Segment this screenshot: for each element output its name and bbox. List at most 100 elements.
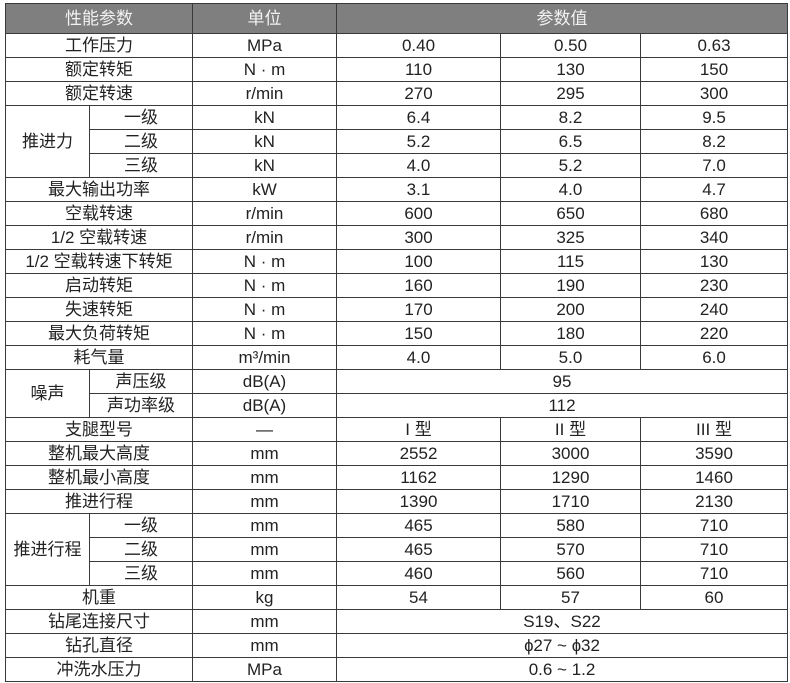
sub-param-label: 三级 — [89, 561, 193, 586]
value-cell: 3590 — [639, 441, 789, 466]
unit-cell: mm — [192, 441, 337, 466]
group-label: 噪声 — [5, 369, 90, 418]
unit-cell: N · m — [192, 57, 337, 82]
param-label: 启动转矩 — [5, 273, 193, 298]
value-cell: 710 — [639, 537, 789, 562]
value-cell: 60 — [639, 585, 789, 610]
value-cell: 6.5 — [500, 129, 641, 154]
table-row: 二级 mm 465 570 710 — [6, 537, 789, 562]
param-label: 空载转速 — [5, 201, 193, 226]
unit-cell: N · m — [192, 273, 337, 298]
table-row: 1/2 空载转速下转矩 N · m 100 115 130 — [5, 249, 789, 274]
value-cell: 600 — [336, 201, 501, 226]
value-cell: 110 — [336, 57, 501, 82]
table-row: 最大输出功率 kW 3.1 4.0 4.7 — [5, 177, 789, 202]
table-row: 支腿型号 — I 型 II 型 III 型 — [5, 417, 789, 442]
value-cell: 5.2 — [500, 153, 641, 178]
value-cell: 4.0 — [336, 153, 501, 178]
unit-cell: mm — [192, 633, 337, 658]
table-row: 耗气量 m³/min 4.0 5.0 6.0 — [5, 345, 789, 370]
value-cell: 710 — [639, 513, 789, 538]
param-label: 最大负荷转矩 — [5, 321, 193, 346]
header-param: 性能参数 — [5, 3, 193, 34]
value-cell: 295 — [500, 81, 641, 106]
value-cell: 100 — [336, 249, 501, 274]
value-cell: 6.4 — [336, 105, 501, 130]
value-cell: 340 — [639, 225, 789, 250]
value-cell: 170 — [336, 297, 501, 322]
param-label: 推进行程 — [5, 489, 193, 514]
value-cell: 180 — [500, 321, 641, 346]
value-cell: 1460 — [639, 465, 789, 490]
value-cell: 0.40 — [336, 33, 501, 58]
table-row: 推进行程 一级 mm 465 580 710 — [5, 513, 789, 586]
sub-param-label: 二级 — [89, 129, 193, 154]
group-label: 推进行程 — [5, 513, 90, 586]
value-cell: 150 — [336, 321, 501, 346]
value-cell: 7.0 — [639, 153, 789, 178]
value-cell: 300 — [336, 225, 501, 250]
param-label: 钻尾连接尺寸 — [5, 609, 193, 634]
value-cell: 560 — [500, 561, 641, 586]
value-cell: 1390 — [336, 489, 501, 514]
table-row: 整机最小高度 mm 1162 1290 1460 — [5, 465, 789, 490]
param-label: 失速转矩 — [5, 297, 193, 322]
value-cell: 465 — [336, 513, 501, 538]
value-cell: 710 — [639, 561, 789, 586]
unit-cell: N · m — [192, 297, 337, 322]
value-cell: 1162 — [336, 465, 501, 490]
header-row: 性能参数 单位 参数值 — [5, 3, 789, 34]
unit-cell: mm — [192, 537, 337, 562]
value-cell: 95 — [335, 369, 789, 394]
value-cell: S19、S22 — [335, 609, 789, 634]
value-cell: 130 — [639, 249, 789, 274]
value-cell: 57 — [500, 585, 641, 610]
value-cell: 8.2 — [500, 105, 641, 130]
unit-cell: N · m — [192, 321, 337, 346]
unit-cell: r/min — [192, 201, 337, 226]
value-cell: 1710 — [500, 489, 641, 514]
sub-param-label: 一级 — [89, 105, 193, 130]
table-row: 额定转速 r/min 270 295 300 — [5, 81, 789, 106]
param-label: 机重 — [5, 585, 193, 610]
unit-cell: mm — [192, 465, 337, 490]
table-row: 机重 kg 54 57 60 — [5, 585, 789, 610]
table-row: 二级 kN 5.2 6.5 8.2 — [6, 129, 789, 154]
unit-cell: dB(A) — [192, 393, 337, 418]
value-cell: 220 — [639, 321, 789, 346]
header-values: 参数值 — [335, 3, 789, 34]
value-cell: I 型 — [336, 417, 501, 442]
unit-cell: r/min — [192, 81, 337, 106]
param-label: 额定转矩 — [5, 57, 193, 82]
unit-cell: kN — [192, 153, 337, 178]
unit-cell: dB(A) — [192, 369, 337, 394]
specs-table: 性能参数 单位 参数值 工作压力 MPa 0.40 0.50 0.63 额定转矩 N · m… — [5, 3, 789, 682]
value-cell: 112 — [335, 393, 789, 418]
table-row: 噪声 声压级 dB(A) 95 — [5, 369, 789, 418]
value-cell: 1290 — [500, 465, 641, 490]
param-label: 工作压力 — [5, 33, 193, 58]
value-cell: 9.5 — [639, 105, 789, 130]
table-row: 空载转速 r/min 600 650 680 — [5, 201, 789, 226]
table-row: 冲洗水压力 MPa 0.6 ~ 1.2 — [5, 657, 789, 682]
value-cell: 190 — [500, 273, 641, 298]
param-label: 钻孔直径 — [5, 633, 193, 658]
value-cell: 2552 — [336, 441, 501, 466]
sub-param-label: 声压级 — [89, 369, 193, 394]
sub-param-label: 三级 — [89, 153, 193, 178]
table-row: 启动转矩 N · m 160 190 230 — [5, 273, 789, 298]
unit-cell: — — [192, 417, 337, 442]
value-cell: 570 — [500, 537, 641, 562]
table-body: 工作压力 MPa 0.40 0.50 0.63 额定转矩 N · m 110 130 150 额定转… — [5, 33, 789, 682]
unit-cell: r/min — [192, 225, 337, 250]
table-row: 工作压力 MPa 0.40 0.50 0.63 — [5, 33, 789, 58]
value-cell: 465 — [336, 537, 501, 562]
table-row: 推进行程 mm 1390 1710 2130 — [5, 489, 789, 514]
value-cell: 115 — [500, 249, 641, 274]
value-cell: 325 — [500, 225, 641, 250]
value-cell: 2130 — [639, 489, 789, 514]
value-cell: 54 — [336, 585, 501, 610]
sub-param-label: 二级 — [89, 537, 193, 562]
value-cell: 650 — [500, 201, 641, 226]
unit-cell: kN — [192, 105, 337, 130]
